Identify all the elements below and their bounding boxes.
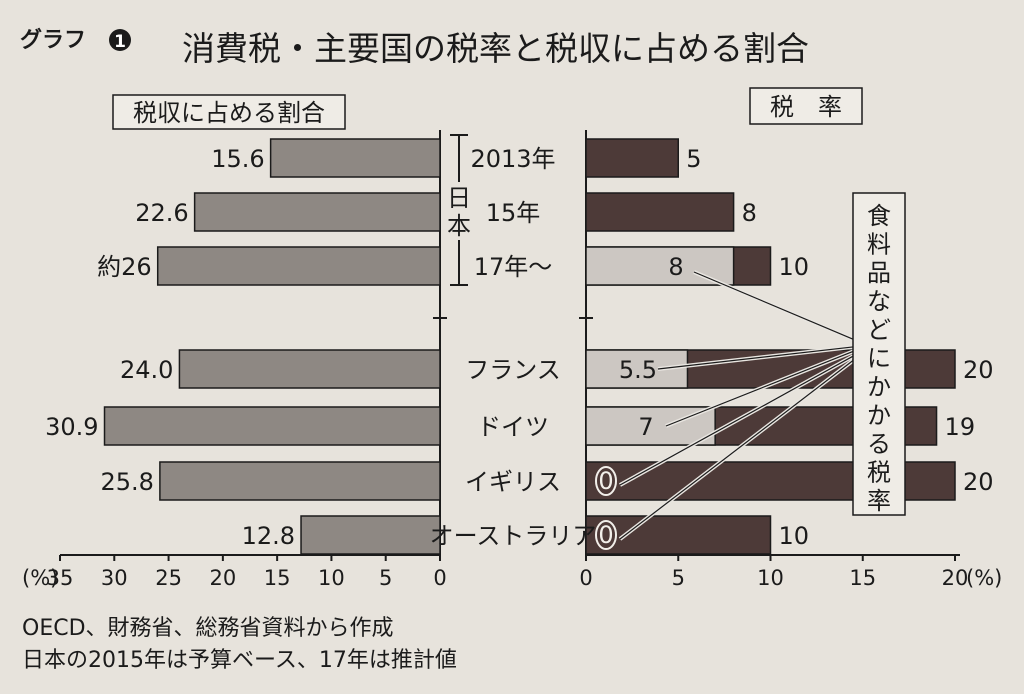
standard-rate-label: 5 [686,145,701,173]
share-bar [103,406,441,446]
right-bars: 5 8 10 8 20 5.5 19 7 20 0 10 0 [585,138,994,555]
graph-number: 1 [114,32,126,52]
food-callout-char: な [867,288,891,316]
right-panel-title-box [749,87,863,125]
right-tick-label: 5 [672,566,685,590]
food-rate-label: 7 [638,413,653,441]
left-tick-label: 25 [155,566,182,590]
category-label: オーストラリア [430,522,597,550]
leader-line [619,360,854,540]
category-label: 2013年 [470,145,555,173]
share-value-label: 25.8 [100,468,153,496]
left-panel-title-box [112,94,346,130]
food-callout-char: 率 [867,487,891,515]
share-value-label: 22.6 [135,199,188,227]
right-tick-label: 10 [757,566,784,590]
share-value-label: 12.8 [242,522,295,550]
share-bar [193,192,441,232]
food-callout-char: に [867,345,891,373]
standard-rate-bar [585,138,679,178]
share-bar [300,515,441,555]
share-value-label: 24.0 [120,356,173,384]
share-value-label: 約26 [97,253,152,281]
share-bar [159,461,441,501]
left-tick-label: 20 [209,566,236,590]
category-label: イギリス [465,468,561,496]
chart-title: 消費税・主要国の税率と税収に占める割合 [182,29,809,68]
share-bar [156,246,441,286]
footnote-2: 日本の2015年は予算ベース、17年は推計値 [22,648,457,673]
left-panel-title: 税収に占める割合 [133,99,325,127]
graph-label: グラフ [20,27,86,53]
category-label: 17年〜 [474,253,553,281]
standard-rate-label: 20 [963,356,994,384]
left-tick-label: 10 [318,566,345,590]
left-tick-label: 5 [379,566,392,590]
right-tick-label: 15 [849,566,876,590]
food-callout-char: ど [867,316,891,344]
standard-rate-label: 8 [742,199,757,227]
right-tick-label: 0 [579,566,592,590]
standard-rate-label: 20 [963,468,994,496]
standard-rate-label: 19 [945,413,976,441]
japan-label-char-1: 日 [447,184,471,212]
zero-rate-marker [595,520,617,550]
left-tick-label: 15 [264,566,291,590]
right-panel-title: 税 率 [770,93,842,121]
category-label: 15年 [486,199,541,227]
food-callout-char: 料 [867,231,891,259]
food-rate-label: 0 [598,467,613,495]
left-tick-label: 0 [433,566,446,590]
category-label: ドイツ [477,413,549,441]
food-rate-label: 5.5 [619,356,657,384]
right-tick-label: 20 [942,566,969,590]
food-callout-char: 品 [867,259,891,287]
share-value-label: 30.9 [45,413,98,441]
standard-rate-label: 10 [779,253,810,281]
food-callout-char: か [867,402,891,430]
food-rate-label: 0 [598,521,613,549]
share-value-label: 15.6 [211,145,264,173]
left-axis-unit: (%) [22,566,58,590]
food-callout-box [852,192,906,516]
share-bar [178,349,441,389]
standard-rate-label: 10 [779,522,810,550]
leader-lines [618,270,855,541]
leader-line [657,346,854,370]
japan-label-char-2: 本 [447,212,471,240]
share-bar [269,138,441,178]
standard-rate-bar [585,192,735,232]
footnote-1: OECD、財務省、総務省資料から作成 [22,616,394,641]
left-tick-label: 30 [101,566,128,590]
food-callout-char: 食 [867,202,891,230]
food-callout-char: 税 [867,459,891,487]
food-rate-bar [585,406,716,446]
leader-line [619,355,854,486]
left-tick-label: 35 [47,566,74,590]
food-callout-char: か [867,373,891,401]
right-axis-unit: (%) [966,566,1002,590]
japan-bracket [450,134,468,286]
food-callout-char: る [867,430,891,458]
graph-number-badge: 1 [109,29,131,52]
left-bars: 15.6 22.6 約26 24.0 30.925.8 12.8 [45,138,441,555]
leader-line [693,271,854,340]
food-rate-label: 8 [668,253,683,281]
leader-line [665,350,854,427]
zero-rate-marker [595,466,617,496]
category-label: フランス [465,356,561,384]
